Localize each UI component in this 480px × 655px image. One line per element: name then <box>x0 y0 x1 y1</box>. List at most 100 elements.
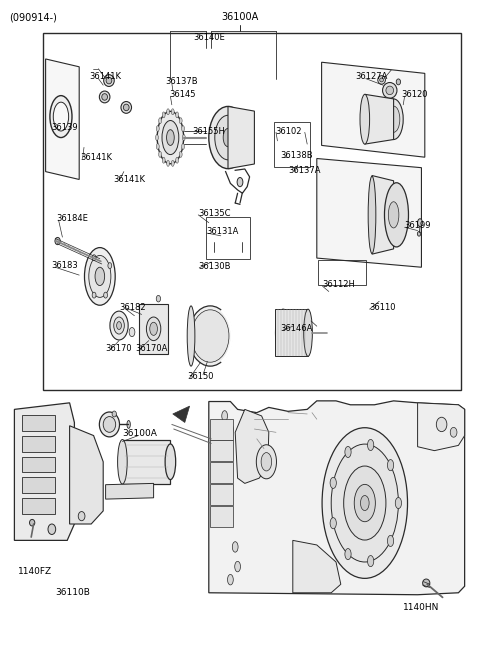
Ellipse shape <box>159 118 162 124</box>
Ellipse shape <box>112 411 117 417</box>
Ellipse shape <box>209 106 247 168</box>
Text: 36102: 36102 <box>275 126 301 136</box>
Ellipse shape <box>156 143 159 149</box>
Ellipse shape <box>418 231 420 236</box>
Ellipse shape <box>110 311 128 340</box>
Ellipse shape <box>99 91 110 103</box>
Ellipse shape <box>171 160 174 166</box>
Text: 36182: 36182 <box>119 303 145 312</box>
Ellipse shape <box>384 99 403 140</box>
Ellipse shape <box>232 542 238 552</box>
Ellipse shape <box>418 219 422 227</box>
Text: 36120: 36120 <box>401 90 427 100</box>
Bar <box>22 436 55 452</box>
Ellipse shape <box>261 453 272 471</box>
Ellipse shape <box>118 440 127 484</box>
Ellipse shape <box>222 411 228 421</box>
Text: 36140E: 36140E <box>193 33 225 43</box>
Polygon shape <box>14 403 74 540</box>
Ellipse shape <box>176 157 179 163</box>
Polygon shape <box>70 426 103 524</box>
Ellipse shape <box>182 134 185 140</box>
Polygon shape <box>209 401 465 595</box>
Ellipse shape <box>360 495 369 511</box>
Ellipse shape <box>30 519 35 526</box>
Ellipse shape <box>156 134 158 140</box>
Ellipse shape <box>378 75 385 84</box>
Ellipse shape <box>330 517 336 529</box>
Text: 36138B: 36138B <box>280 151 312 160</box>
Ellipse shape <box>192 310 229 362</box>
Ellipse shape <box>114 317 124 334</box>
Bar <box>210 419 233 440</box>
Bar <box>43 33 461 390</box>
Bar <box>318 260 366 285</box>
Ellipse shape <box>387 106 400 132</box>
Ellipse shape <box>187 306 195 366</box>
Ellipse shape <box>95 267 105 286</box>
Ellipse shape <box>48 524 56 534</box>
Ellipse shape <box>89 255 111 297</box>
Ellipse shape <box>383 83 397 98</box>
Text: 36110B: 36110B <box>55 588 90 597</box>
Text: (090914-): (090914-) <box>10 12 58 22</box>
Text: 36141K: 36141K <box>89 72 121 81</box>
Ellipse shape <box>104 75 114 86</box>
Ellipse shape <box>102 94 108 100</box>
Bar <box>206 217 250 259</box>
Ellipse shape <box>396 79 400 84</box>
Ellipse shape <box>331 444 398 562</box>
Ellipse shape <box>104 292 108 298</box>
Bar <box>274 122 310 167</box>
Bar <box>22 498 55 514</box>
Ellipse shape <box>395 498 401 508</box>
Bar <box>22 457 55 472</box>
Ellipse shape <box>106 77 112 84</box>
Text: 36184E: 36184E <box>56 214 88 223</box>
Ellipse shape <box>228 574 233 585</box>
Ellipse shape <box>181 126 184 132</box>
Polygon shape <box>228 106 254 168</box>
Ellipse shape <box>345 447 351 458</box>
Ellipse shape <box>322 428 408 578</box>
Ellipse shape <box>99 412 120 437</box>
Polygon shape <box>418 403 465 451</box>
Ellipse shape <box>167 109 169 115</box>
Ellipse shape <box>156 295 160 302</box>
Text: 36112H: 36112H <box>323 280 355 290</box>
Ellipse shape <box>354 485 375 521</box>
Ellipse shape <box>84 248 115 305</box>
Ellipse shape <box>380 78 384 82</box>
Ellipse shape <box>387 535 394 546</box>
Text: 36100A: 36100A <box>221 12 259 22</box>
Text: 36130B: 36130B <box>198 262 231 271</box>
Ellipse shape <box>276 309 291 356</box>
Text: 36139: 36139 <box>51 122 78 132</box>
Ellipse shape <box>450 427 457 438</box>
Polygon shape <box>46 59 79 179</box>
Ellipse shape <box>368 440 374 451</box>
Text: 36199: 36199 <box>405 221 431 231</box>
Ellipse shape <box>92 255 96 261</box>
Text: 36127A: 36127A <box>355 72 387 81</box>
Ellipse shape <box>189 306 232 366</box>
Text: 36141K: 36141K <box>114 175 146 184</box>
Ellipse shape <box>159 151 162 157</box>
Bar <box>210 462 233 483</box>
Ellipse shape <box>50 96 72 138</box>
Ellipse shape <box>129 328 135 337</box>
Text: 36135C: 36135C <box>198 209 231 218</box>
Ellipse shape <box>121 102 132 113</box>
Ellipse shape <box>176 112 179 118</box>
Text: 36141K: 36141K <box>80 153 112 162</box>
Ellipse shape <box>167 160 169 166</box>
Polygon shape <box>322 62 425 157</box>
Ellipse shape <box>228 424 233 434</box>
Ellipse shape <box>360 94 370 144</box>
Bar <box>210 506 233 527</box>
Ellipse shape <box>368 176 376 253</box>
Bar <box>210 440 233 461</box>
Text: 36170A: 36170A <box>135 344 167 353</box>
Ellipse shape <box>53 102 69 131</box>
Text: 36137B: 36137B <box>166 77 198 86</box>
